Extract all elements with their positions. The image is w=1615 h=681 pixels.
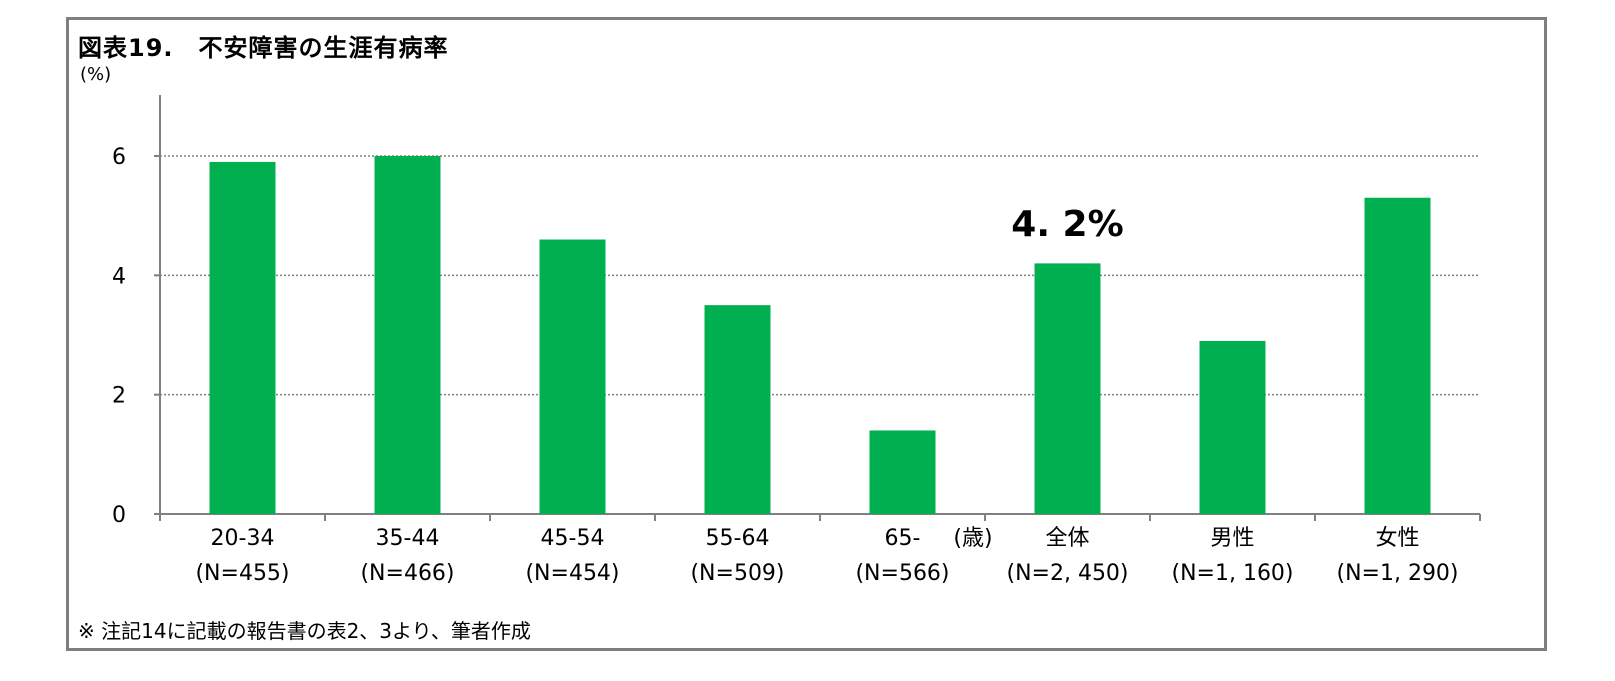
x-sample-size-label: (N=2, 450) — [1006, 561, 1128, 586]
bar — [539, 239, 606, 514]
x-category-label: 男性 — [1210, 526, 1254, 551]
x-category-label: 20-34 — [211, 526, 275, 551]
value-annotation: 4. 2% — [1011, 204, 1123, 245]
x-category-label: 35-44 — [376, 526, 440, 551]
bar — [1199, 340, 1266, 514]
x-category-label: 全体 — [1045, 526, 1089, 551]
age-unit-label: (歳) — [953, 526, 992, 551]
y-tick-label: 4 — [112, 264, 126, 289]
x-sample-size-label: (N=1, 290) — [1336, 561, 1458, 586]
bar — [704, 305, 771, 514]
x-sample-size-label: (N=466) — [360, 561, 454, 586]
x-category-label: 65- — [885, 526, 921, 551]
chart-frame — [66, 17, 1547, 651]
y-axis-unit-label: (%) — [80, 64, 112, 85]
x-category-label: 女性 — [1375, 526, 1419, 551]
bar — [1034, 263, 1101, 514]
bar — [1364, 197, 1431, 514]
footnote: ※ 注記14に記載の報告書の表2、3より、筆者作成 — [78, 619, 531, 643]
x-category-label: 45-54 — [541, 526, 605, 551]
x-category-label: 55-64 — [706, 526, 770, 551]
bar — [869, 430, 936, 514]
y-tick-label: 2 — [112, 384, 126, 409]
x-sample-size-label: (N=509) — [690, 561, 784, 586]
x-sample-size-label: (N=566) — [855, 561, 949, 586]
y-tick-label: 0 — [112, 503, 126, 528]
x-sample-size-label: (N=1, 160) — [1171, 561, 1293, 586]
x-sample-size-label: (N=455) — [195, 561, 289, 586]
x-sample-size-label: (N=454) — [525, 561, 619, 586]
y-tick-label: 6 — [112, 145, 126, 170]
chart-title: 図表19. 不安障害の生涯有病率 — [78, 34, 449, 62]
bar — [209, 161, 276, 514]
bar — [374, 155, 441, 515]
